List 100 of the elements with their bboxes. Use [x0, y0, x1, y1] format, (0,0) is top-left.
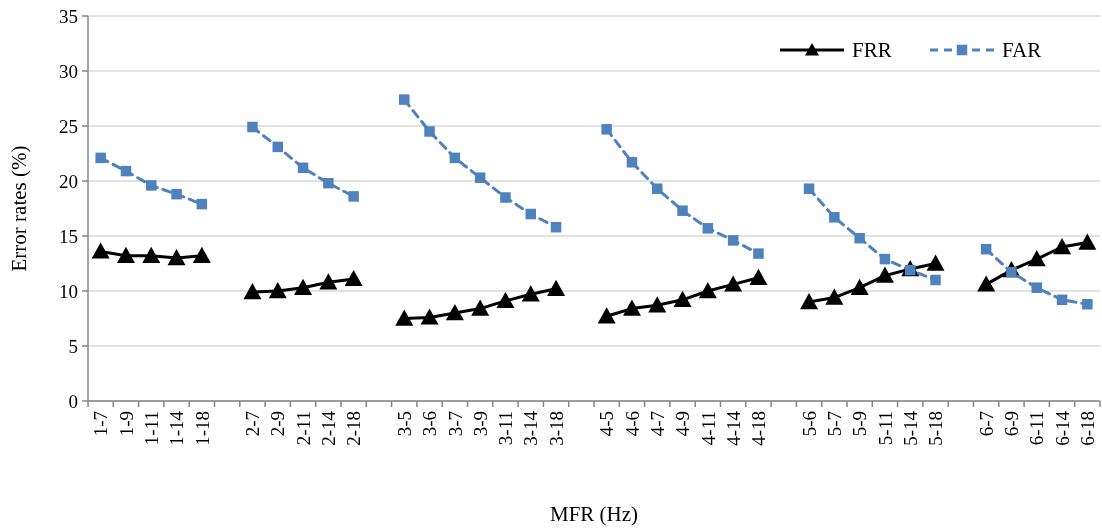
point: [749, 268, 768, 285]
point: [926, 254, 945, 271]
point: [702, 223, 714, 234]
point: [95, 152, 106, 164]
x-tick-label: 2-9: [267, 411, 289, 437]
point: [980, 243, 992, 255]
point: [146, 180, 157, 191]
x-tick-label: 2-14: [318, 410, 339, 446]
x-tick-label: 4-9: [672, 411, 694, 437]
point: [550, 221, 562, 233]
x-tick-label: 3-11: [495, 411, 517, 446]
point: [445, 304, 464, 321]
point: [91, 242, 110, 259]
x-tick-label: 5-18: [925, 411, 947, 446]
point: [348, 191, 359, 202]
x-tick-label: 1-9: [115, 411, 137, 437]
legend-label: FRR: [852, 38, 892, 63]
x-tick-label: 3-14: [520, 410, 542, 446]
point: [800, 293, 819, 310]
point: [142, 246, 161, 263]
x-tick-label: 1-14: [166, 410, 188, 446]
point: [875, 266, 894, 283]
point: [854, 232, 865, 244]
x-tick-label: 4-6: [621, 411, 643, 437]
point: [449, 152, 461, 164]
y-tick-label: 25: [59, 115, 78, 137]
point: [1053, 238, 1072, 255]
x-tick-label: 3-5: [393, 411, 415, 437]
point: [243, 283, 262, 300]
point: [294, 278, 313, 295]
point: [626, 157, 638, 168]
x-tick-label: 4-14: [722, 410, 744, 446]
x-tick-label: 6-14: [1051, 410, 1073, 446]
point: [297, 162, 309, 174]
y-tick-label: 30: [59, 60, 78, 82]
x-tick-label: 4-5: [596, 411, 618, 437]
point: [521, 285, 540, 302]
x-tick-label: 6-7: [975, 411, 997, 437]
point: [474, 172, 486, 183]
point: [420, 308, 439, 325]
point: [825, 288, 844, 305]
x-tick-label: 3-7: [444, 411, 466, 437]
point: [601, 124, 612, 135]
point: [1056, 294, 1068, 306]
point: [977, 275, 996, 292]
x-tick-label: 4-7: [646, 411, 668, 437]
y-tick-label: 5: [68, 335, 78, 357]
x-tick-label: 3-9: [469, 411, 491, 437]
x-tick-label: 1-11: [140, 411, 162, 446]
point: [1031, 282, 1042, 293]
point: [547, 279, 566, 296]
point: [323, 177, 334, 189]
y-axis-title: Error rates (%): [7, 145, 31, 272]
point: [120, 165, 132, 177]
point: [268, 282, 287, 299]
y-tick-label: 15: [59, 225, 78, 247]
point: [724, 275, 743, 292]
x-tick-label: 5-6: [798, 411, 820, 437]
x-tick-label: 5-7: [824, 411, 845, 437]
x-tick-label: 2-7: [242, 411, 264, 437]
point: [648, 296, 667, 313]
x-tick-label: 3-18: [545, 411, 567, 446]
x-tick-label: 2-18: [343, 411, 365, 446]
point: [500, 192, 511, 203]
x-tick-label: 5-11: [874, 411, 896, 446]
point: [171, 188, 182, 200]
legend-label: FAR: [1002, 38, 1042, 63]
y-tick-label: 35: [59, 5, 78, 27]
point: [803, 183, 815, 194]
point: [1027, 250, 1046, 267]
point: [247, 121, 258, 133]
point: [395, 309, 414, 326]
point: [850, 278, 869, 295]
point: [196, 198, 208, 210]
x-tick-label: 4-18: [748, 411, 770, 446]
point: [344, 269, 363, 287]
point: [879, 253, 891, 265]
point: [652, 183, 663, 194]
x-tick-label: 3-6: [419, 411, 441, 437]
point: [727, 235, 739, 246]
point: [192, 246, 211, 263]
x-tick-label: 1-7: [90, 411, 112, 437]
x-tick-label: 6-11: [1026, 411, 1048, 446]
point: [399, 94, 410, 105]
point: [622, 299, 641, 316]
x-tick-label: 6-9: [1001, 411, 1023, 437]
point: [525, 208, 536, 220]
x-tick-label: 5-9: [849, 411, 871, 437]
point: [698, 282, 717, 299]
point: [471, 299, 490, 316]
point: [116, 246, 135, 263]
y-tick-label: 0: [68, 390, 78, 412]
point: [1082, 298, 1093, 310]
x-tick-label: 4-11: [697, 411, 719, 446]
point: [1078, 233, 1097, 250]
x-tick-label: 2-11: [292, 411, 314, 446]
point: [496, 291, 515, 309]
x-axis-title: MFR (Hz): [549, 502, 639, 526]
point: [424, 126, 435, 137]
point: [677, 205, 688, 216]
